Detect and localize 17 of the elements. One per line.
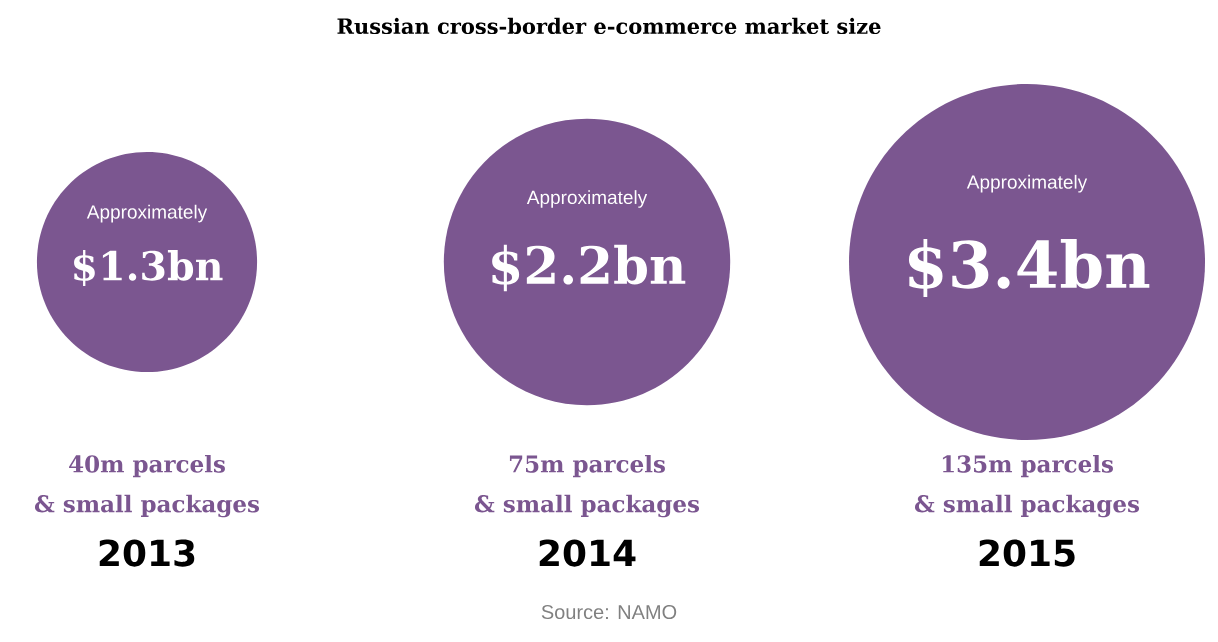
text: Approximately <box>86 204 208 223</box>
category-label: 2015 <box>979 539 1075 567</box>
text: 75m parcels <box>509 454 665 478</box>
category-label: 2013 <box>99 539 195 567</box>
category-label: 2014 <box>539 539 636 567</box>
text: 40m parcels <box>69 454 225 478</box>
text: Russian cross-border e-commerce market size <box>337 17 881 35</box>
text: 135m parcels <box>942 454 1113 478</box>
text: Approximately <box>966 174 1088 193</box>
text: & small packages <box>34 494 260 518</box>
text: & small packages <box>474 494 700 518</box>
source-note: Source: NAMO <box>541 604 677 620</box>
text: Approximately <box>526 190 648 208</box>
data-label: $3.4bn <box>908 238 1150 298</box>
data-label: $2.2bn <box>492 244 686 292</box>
text: & small packages <box>914 494 1140 518</box>
data-label: $1.3bn <box>74 250 223 286</box>
